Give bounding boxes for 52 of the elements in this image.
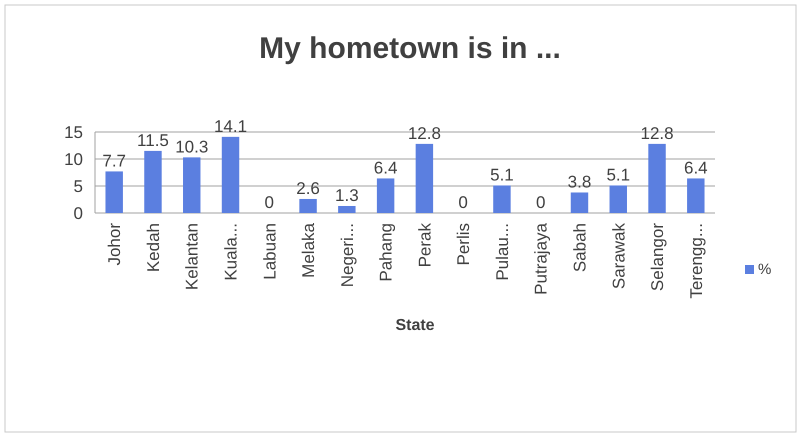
bar [222,136,240,213]
bar [376,178,394,213]
bar [570,192,588,213]
bar [648,144,666,213]
data-label: 12.8 [640,124,674,143]
x-tick-label: Putrajaya [532,222,551,295]
x-tick-label: Johor [105,222,124,266]
data-label: 1.3 [335,186,359,205]
x-tick-label: Kedah [144,223,163,272]
bar [416,144,434,213]
bar [144,150,162,213]
x-tick-label: Melaka [299,222,318,278]
data-label: 6.4 [684,158,708,178]
y-tick-label: 5 [74,177,83,196]
data-label: 0 [536,193,546,212]
x-tick-label: Kelantan [182,223,202,290]
x-tick-label: Perak [415,222,434,268]
x-tick-label: Sarawak [609,222,628,290]
x-tick-label: Pulau... [492,223,512,281]
bar [338,206,356,213]
data-label: 10.3 [175,137,208,156]
bar [183,157,200,213]
y-tick-label: 10 [64,150,83,169]
x-axis-title: State [395,317,435,334]
data-label: 0 [264,193,274,212]
y-tick-label: 0 [74,204,83,223]
x-tick-label: Negeri... [338,223,357,288]
x-tick-label: Terengg... [686,223,706,299]
data-label: 14.1 [214,116,248,136]
bar [493,185,511,213]
data-label: 2.6 [296,178,320,198]
data-label: 5.1 [490,165,514,184]
x-tick-label: Perlis [454,223,474,266]
data-label: 7.7 [102,151,126,170]
x-tick-label: Kuala... [222,223,241,281]
bar [687,178,705,213]
chart-title: My hometown is in ... [259,32,561,65]
x-tick-label: Pahang [376,223,396,282]
data-label: 6.4 [374,158,398,178]
bar [299,198,317,213]
data-label: 0 [458,193,468,212]
bar [610,185,627,213]
legend-label: % [758,261,772,278]
data-label: 5.1 [606,165,630,184]
bar [105,171,123,213]
x-tick-label: Selangor [648,222,668,292]
data-label: 12.8 [408,124,441,143]
x-tick-label: Sabah [570,223,590,272]
x-tick-label: Labuan [260,223,280,280]
data-label: 11.5 [137,130,169,150]
data-label: 3.8 [568,172,592,192]
y-tick-label: 15 [64,123,83,142]
